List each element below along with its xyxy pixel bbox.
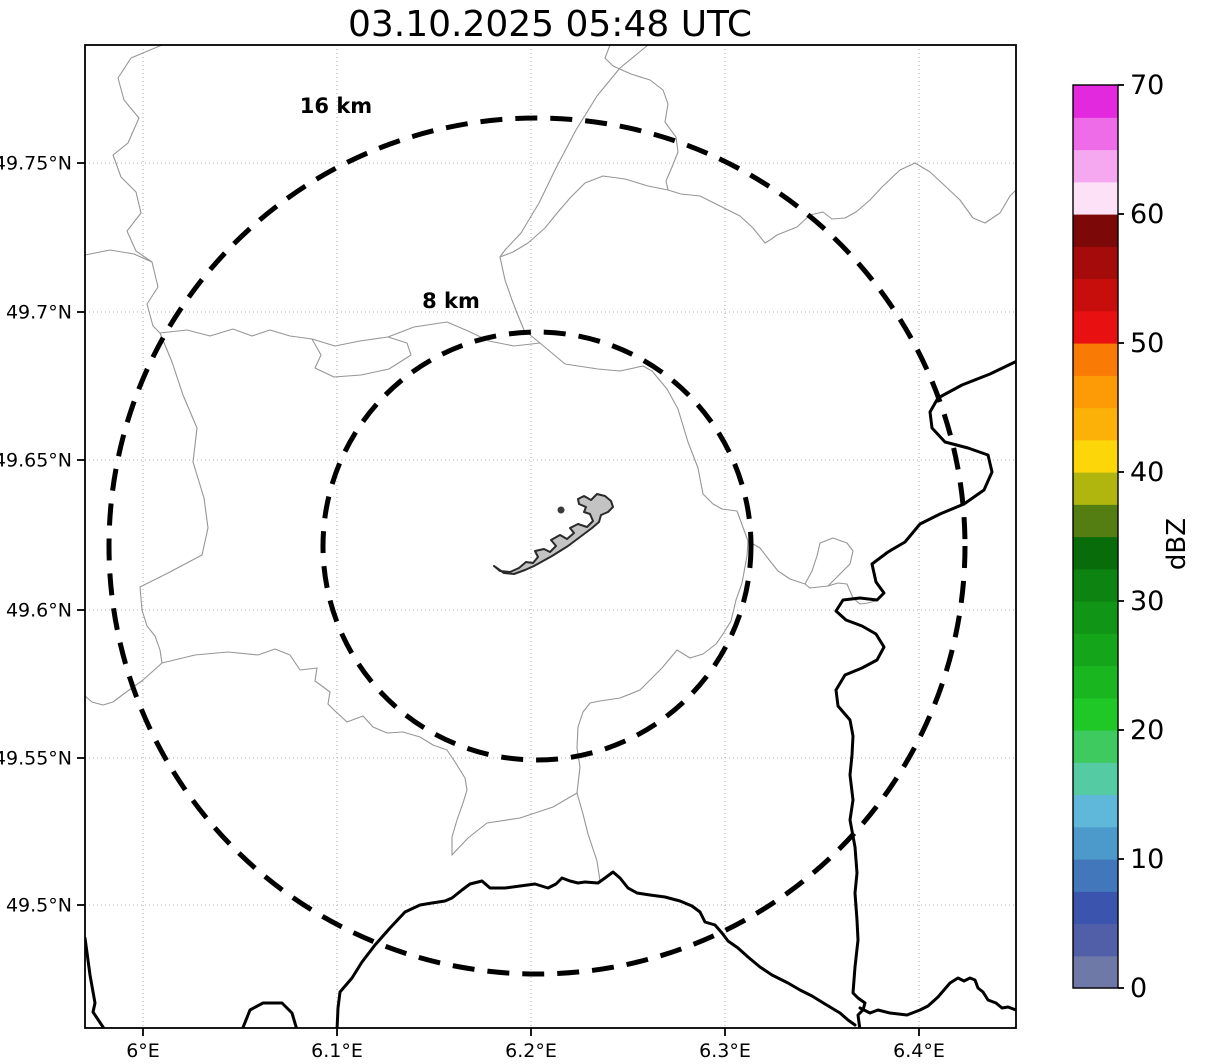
colorbar-segment <box>1073 955 1118 989</box>
colorbar-segment <box>1073 343 1118 376</box>
country-border-line <box>85 936 106 1028</box>
colorbar-segment <box>1073 310 1118 344</box>
colorbar-segment <box>1073 375 1118 409</box>
colorbar-outline <box>1072 84 1119 989</box>
colorbar-segment <box>1073 762 1118 796</box>
colorbar-segment <box>1073 633 1118 667</box>
country-border-line <box>834 360 1016 1028</box>
colorbar-tick-label: 70 <box>1130 70 1164 101</box>
figure-title: 03.10.2025 05:48 UTC <box>348 4 752 45</box>
admin-boundary-line <box>451 792 578 856</box>
colorbar-segment <box>1073 117 1118 151</box>
airport-outline-polygon <box>493 493 614 575</box>
colorbar-segment <box>1073 859 1118 892</box>
admin-boundary-line <box>499 175 669 258</box>
colorbar-segment <box>1073 85 1118 118</box>
colorbar: 0 10 20 30 40 50 60 70 <box>1072 70 1164 1004</box>
colorbar-segment <box>1073 730 1118 763</box>
airport-marker-dot <box>557 506 565 514</box>
range-ring-label-16km: 16 km <box>300 94 372 118</box>
colorbar-segment <box>1073 601 1118 634</box>
colorbar-segment <box>1073 214 1118 247</box>
colorbar-segment <box>1073 826 1118 860</box>
admin-boundary-line <box>159 321 653 372</box>
colorbar-segment <box>1073 149 1118 183</box>
axis-layer: 6°E 6.1°E 6.2°E 6.3°E 6.4°E 49.75°N 49.7°N 49.6… <box>0 153 945 1063</box>
x-axis-tick-label: 6.1°E <box>311 1040 363 1062</box>
y-axis-tick-label: 49.55°N <box>0 748 72 770</box>
admin-boundary-line <box>604 45 679 191</box>
colorbar-segment <box>1073 246 1118 280</box>
colorbar-segment <box>1073 568 1118 602</box>
admin-boundary-line <box>85 249 153 263</box>
admin-boundary-line <box>499 45 649 344</box>
colorbar-tick-label: 0 <box>1130 973 1147 1004</box>
colorbar-tick-label: 30 <box>1130 586 1164 617</box>
country-border-line <box>335 870 857 1028</box>
country-border-line <box>858 976 1016 1017</box>
range-ring-circle <box>106 115 968 977</box>
colorbar-tick-label: 40 <box>1130 457 1164 488</box>
colorbar-segment <box>1073 891 1118 925</box>
admin-boundary-line <box>747 540 876 605</box>
admin-boundary-line <box>112 45 209 664</box>
admin-boundary-line <box>576 540 749 882</box>
colorbar-segment <box>1073 407 1118 441</box>
colorbar-segment <box>1073 665 1118 699</box>
colorbar-segment <box>1073 536 1118 570</box>
colorbar-segment <box>1073 181 1118 215</box>
y-axis-tick-label: 49.7°N <box>6 302 72 324</box>
admin-boundary-line <box>161 648 468 856</box>
map-frame <box>84 44 1017 1029</box>
range-ring-circle <box>320 329 754 763</box>
range-ring-label-8km: 8 km <box>422 289 480 313</box>
colorbar-segment <box>1073 472 1118 505</box>
colorbar-tick-label: 10 <box>1130 844 1164 875</box>
colorbar-segment <box>1073 923 1118 957</box>
colorbar-segment <box>1073 278 1118 312</box>
colorbar-segment <box>1073 504 1118 538</box>
colorbar-segment <box>1073 794 1118 828</box>
colorbar-tick-label: 20 <box>1130 715 1164 746</box>
country-border-line <box>241 1001 298 1028</box>
y-axis-tick-label: 49.65°N <box>0 450 72 472</box>
admin-boundary-line <box>651 370 749 542</box>
y-axis-tick-label: 49.5°N <box>6 895 72 917</box>
range-ring-layer <box>106 115 968 977</box>
y-axis-tick-label: 49.75°N <box>0 153 72 175</box>
admin-boundary-line <box>667 162 1016 244</box>
colorbar-unit-label: dBZ <box>1162 518 1192 570</box>
y-axis-tick-label: 49.6°N <box>6 600 72 622</box>
x-axis-tick-label: 6.4°E <box>893 1040 945 1062</box>
map-feature-layer <box>85 45 1016 1028</box>
admin-boundary-line <box>804 537 854 587</box>
colorbar-segment <box>1073 697 1118 731</box>
x-axis-tick-label: 6.2°E <box>505 1040 557 1062</box>
admin-boundary-line <box>85 662 163 706</box>
colorbar-tick-label: 50 <box>1130 328 1164 359</box>
admin-boundary-line <box>311 336 412 378</box>
x-axis-tick-label: 6°E <box>126 1040 160 1062</box>
colorbar-tick-label: 60 <box>1130 199 1164 230</box>
colorbar-segment <box>1073 439 1118 473</box>
x-axis-tick-label: 6.3°E <box>699 1040 751 1062</box>
